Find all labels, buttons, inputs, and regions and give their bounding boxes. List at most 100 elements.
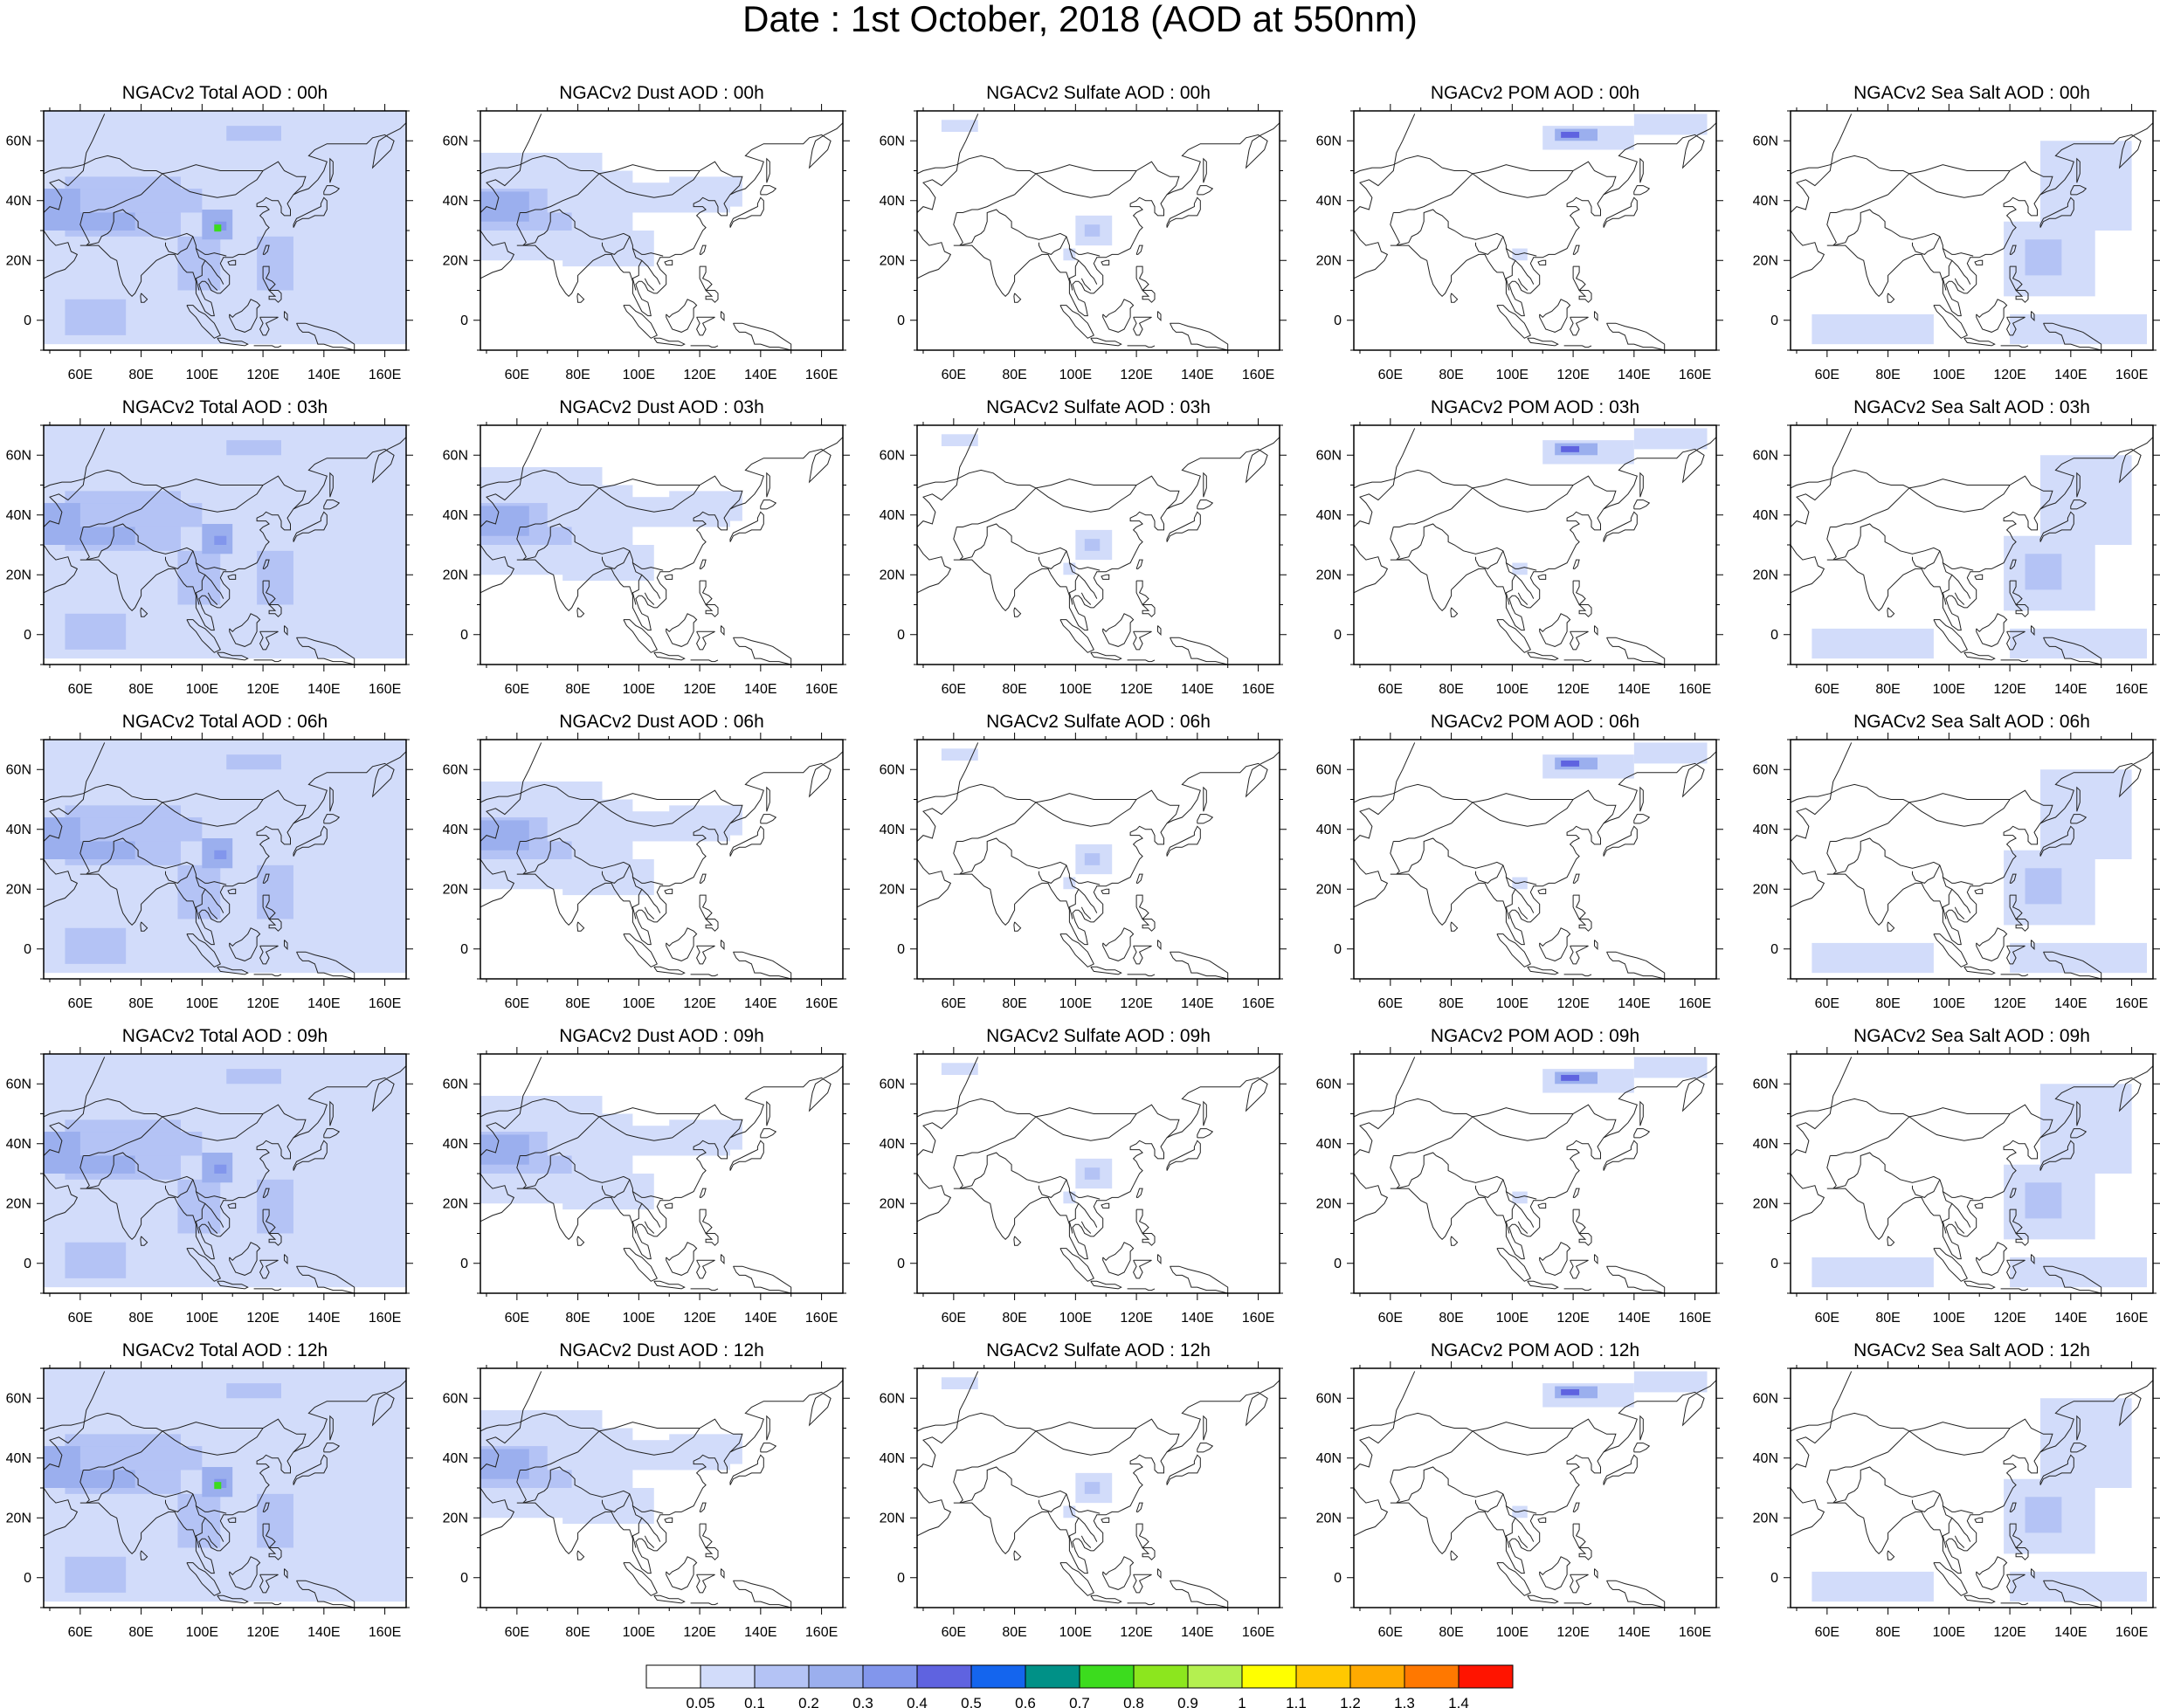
coastline	[195, 1191, 206, 1234]
coastline	[1450, 1236, 1459, 1246]
coastline	[125, 1155, 194, 1183]
lon-tick-label: 160E	[805, 1625, 838, 1640]
coastline	[1496, 933, 1531, 968]
coastline	[227, 1517, 237, 1523]
coastline	[1101, 1202, 1110, 1209]
coastline	[653, 337, 686, 347]
coastline	[598, 479, 700, 489]
coastline	[917, 742, 979, 859]
aod-field	[480, 1095, 742, 1210]
coastline	[2006, 630, 2025, 651]
coastline	[1354, 428, 1416, 545]
coastline	[296, 1265, 355, 1293]
coastline	[79, 1470, 90, 1504]
coastline	[262, 559, 270, 569]
coastline	[1791, 114, 1853, 231]
coastline	[79, 1380, 406, 1574]
coastline	[666, 1242, 698, 1276]
coastline	[1963, 1280, 1996, 1290]
lon-tick-label: 100E	[186, 1311, 218, 1326]
aod-region	[177, 236, 221, 291]
coastline	[522, 837, 563, 875]
coastline	[631, 1191, 643, 1234]
coastline	[125, 527, 194, 554]
aod-region	[214, 850, 227, 859]
lat-tick-label: 40N	[1753, 823, 1778, 837]
lon-tick-label: 60E	[1378, 682, 1403, 697]
coastline	[1166, 1140, 1201, 1171]
coastline	[1527, 1594, 1559, 1604]
coastline	[1570, 1574, 1589, 1594]
lon-tick-label: 120E	[246, 1625, 279, 1640]
lon-tick-label: 140E	[744, 1311, 776, 1326]
coastline	[284, 311, 288, 322]
lon-tick-label: 80E	[1002, 368, 1026, 382]
coastline	[1078, 888, 1098, 913]
coastline	[165, 1493, 194, 1512]
coastline	[44, 230, 79, 279]
lat-tick-label: 20N	[1753, 568, 1778, 582]
coastline	[165, 864, 194, 884]
coastline	[323, 185, 341, 196]
coastline	[162, 1422, 264, 1432]
coastline	[520, 508, 578, 527]
coastline	[598, 1107, 700, 1118]
coastline	[2031, 1254, 2035, 1265]
coastline	[1390, 212, 1400, 246]
map-panel: NGACv2 Total AOD : 06h 60E 80E 100E 120E 140E…	[6, 712, 413, 1011]
coastline	[293, 196, 328, 228]
lat-tick-label: 0	[460, 313, 468, 328]
coastline	[1633, 1443, 1651, 1453]
lon-tick-label: 80E	[1439, 1311, 1463, 1326]
coastline	[1135, 1188, 1143, 1198]
coastline	[1572, 1188, 1580, 1198]
coastline	[217, 1594, 249, 1604]
coastline	[1527, 337, 1559, 347]
coastline	[699, 873, 707, 884]
coastline	[262, 1523, 276, 1549]
lat-tick-label: 60N	[1753, 1391, 1778, 1406]
coastline	[1450, 921, 1459, 932]
coastline	[1872, 1470, 1941, 1498]
coastline	[1066, 864, 1101, 885]
coastline	[2009, 559, 2017, 569]
lon-tick-label: 100E	[1496, 1625, 1529, 1640]
coastline	[1502, 864, 1537, 885]
lon-tick-label: 80E	[1439, 368, 1463, 382]
coastline	[480, 469, 600, 489]
coastline	[480, 1412, 600, 1432]
coastline	[602, 1493, 631, 1512]
coastline	[516, 1470, 527, 1504]
coastline	[1939, 550, 1974, 571]
coastline	[644, 278, 655, 291]
lat-tick-label: 40N	[1316, 1137, 1342, 1152]
coastline	[1472, 164, 1574, 175]
lon-tick-label: 60E	[505, 1311, 529, 1326]
aod-region	[177, 864, 221, 919]
aod-region	[2039, 1084, 2132, 1174]
coastline	[1832, 209, 1874, 246]
lon-tick-label: 140E	[744, 682, 776, 697]
aod-region	[1084, 1167, 1101, 1180]
coastline	[262, 1209, 276, 1235]
coastline	[1603, 196, 1638, 228]
coastline	[1078, 1517, 1098, 1542]
map-panel: NGACv2 Sulfate AOD : 12h 60E 80E 100E 120E 14…	[880, 1340, 1287, 1640]
lat-tick-label: 40N	[6, 823, 31, 837]
coastline	[577, 475, 743, 513]
aod-region	[562, 859, 654, 896]
panel-title: NGACv2 POM AOD : 09h	[1431, 1026, 1639, 1046]
lon-tick-label: 80E	[1002, 1311, 1026, 1326]
coastline	[86, 523, 127, 561]
coastline	[79, 122, 406, 317]
coastline	[1435, 841, 1504, 869]
coastline	[1830, 823, 1888, 842]
aod-region	[226, 754, 282, 770]
coastline	[1078, 259, 1098, 285]
coastline	[1059, 305, 1094, 339]
aod-region	[1633, 1371, 1708, 1393]
coastline	[699, 1209, 713, 1235]
coastline	[917, 783, 1037, 803]
coastline	[1472, 1422, 1574, 1432]
coastline	[1127, 659, 1156, 663]
